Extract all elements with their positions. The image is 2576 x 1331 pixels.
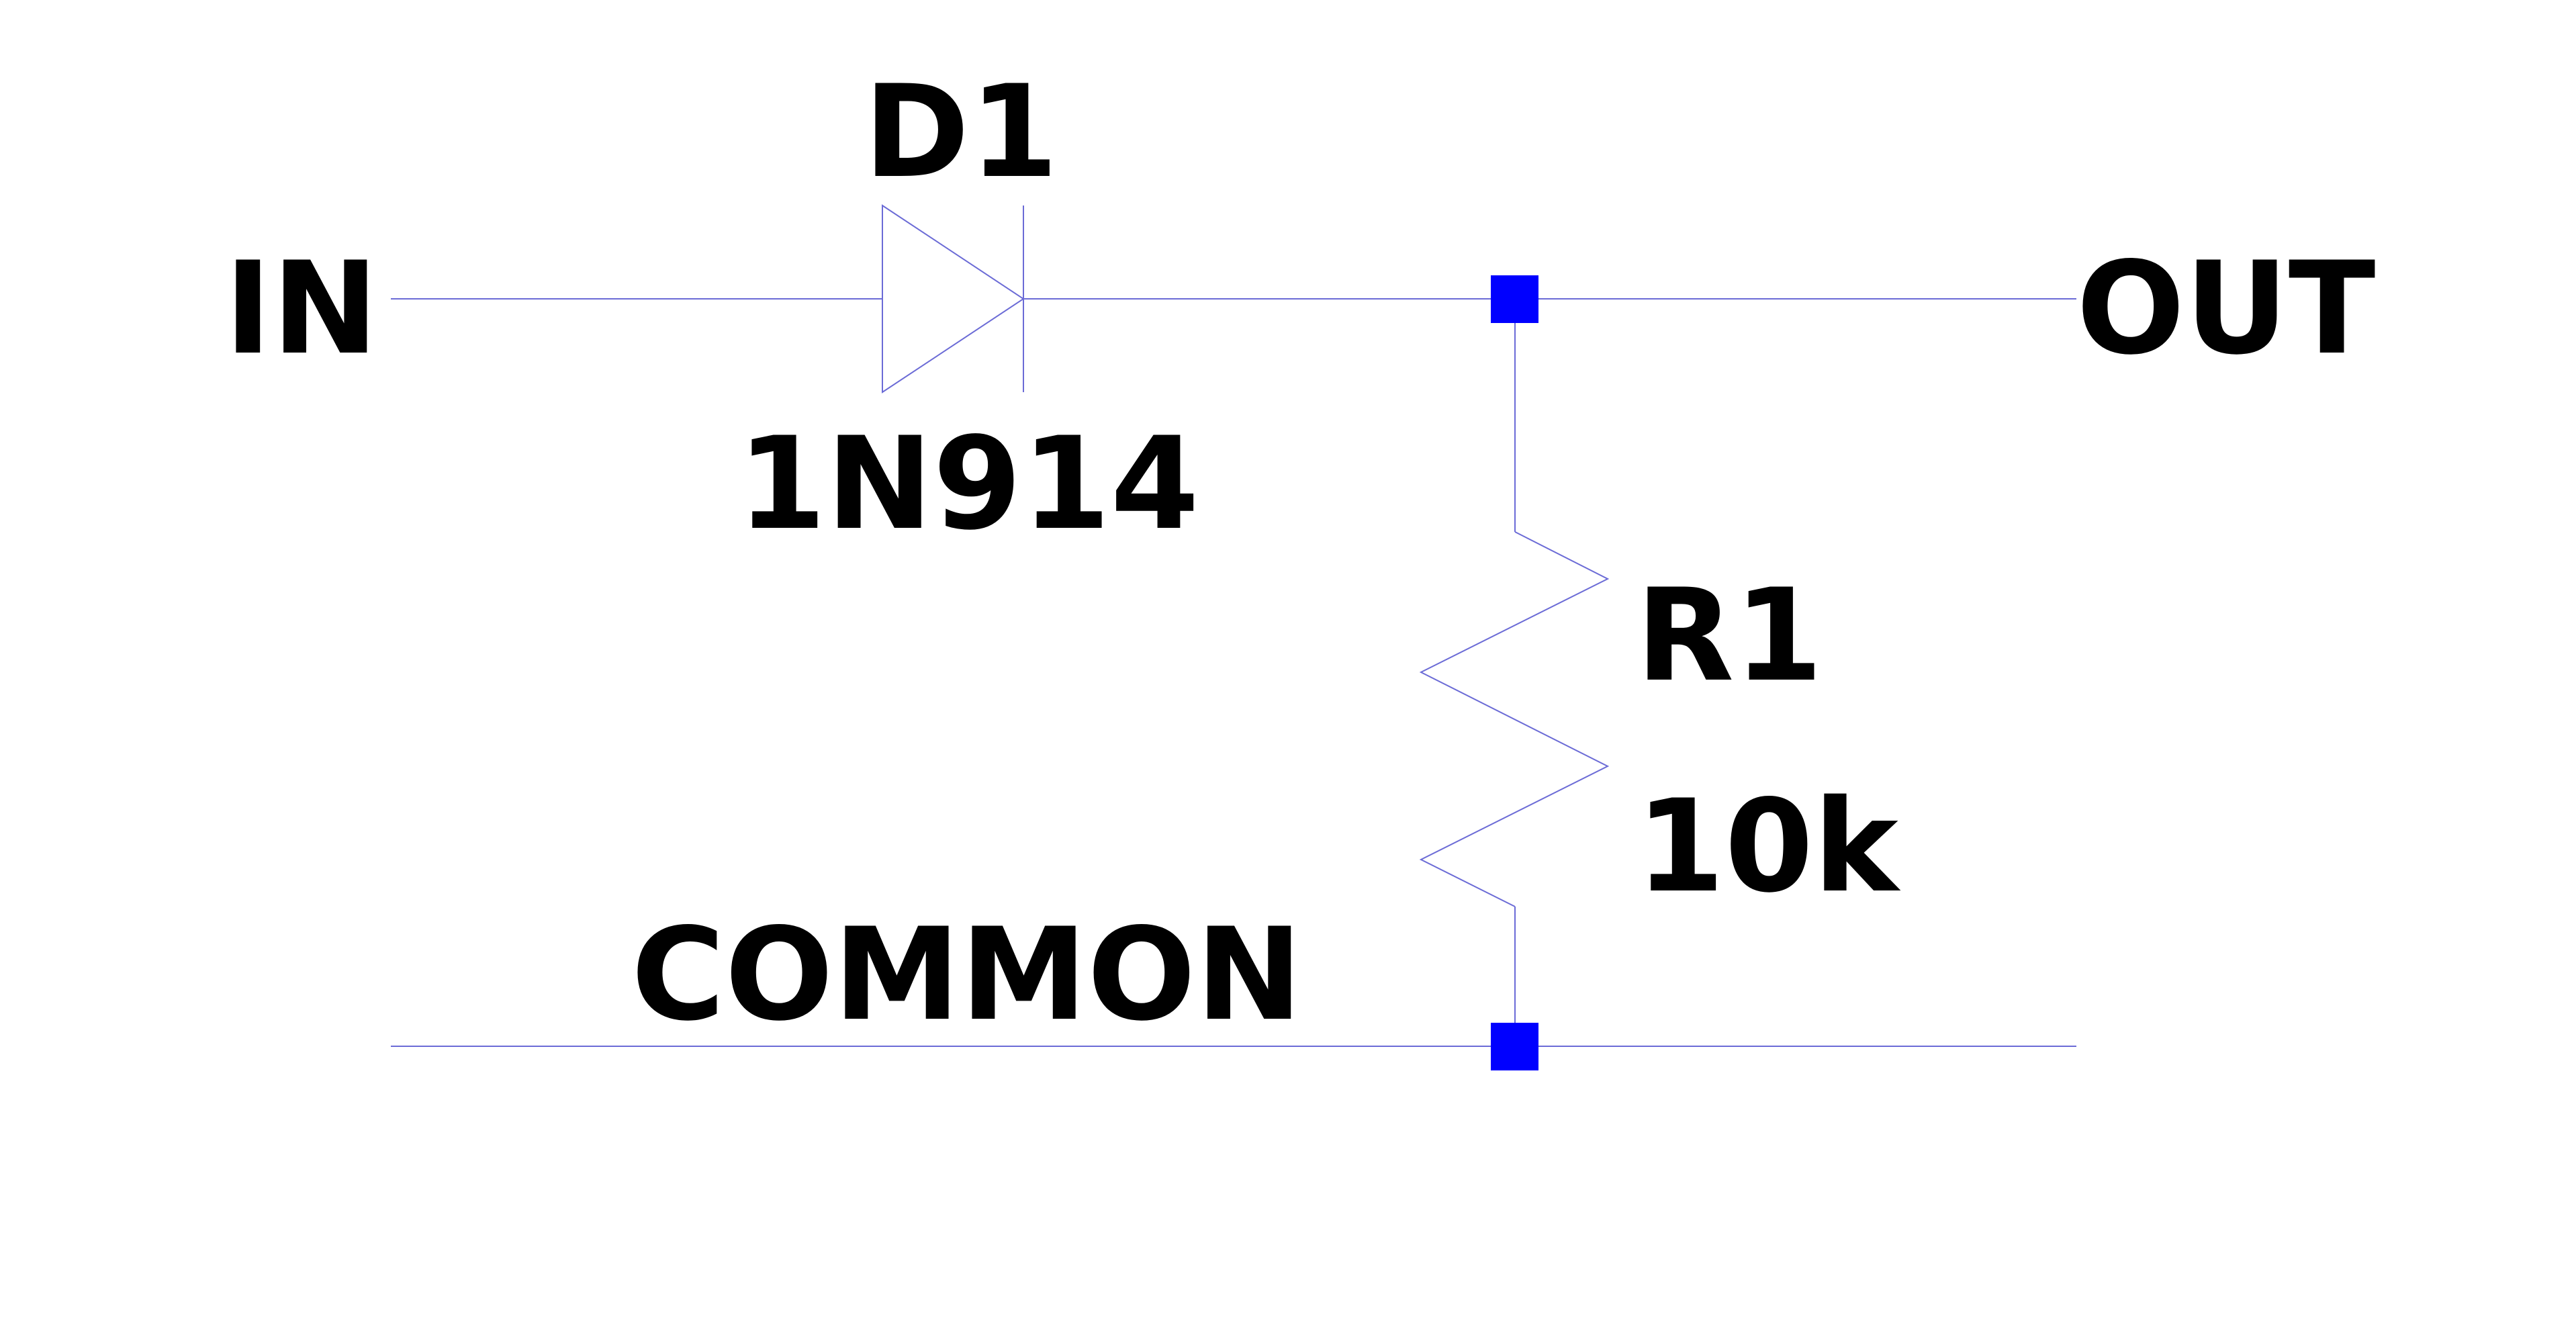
diode-value-label: 1N914 xyxy=(737,410,1199,558)
common-junction xyxy=(1491,1023,1538,1070)
diode-triangle xyxy=(882,204,1025,394)
output-junction xyxy=(1491,275,1538,323)
resistor-value-label: 10k xyxy=(1636,772,1900,921)
output-label: OUT xyxy=(2076,234,2375,383)
ground-label: COMMON xyxy=(631,901,1303,1049)
diode-reference-label: D1 xyxy=(864,58,1058,206)
diode-symbol xyxy=(882,204,1025,394)
input-label: IN xyxy=(224,234,379,383)
resistor-zigzag xyxy=(1419,531,1610,907)
resistor-reference-label: R1 xyxy=(1636,561,1823,710)
